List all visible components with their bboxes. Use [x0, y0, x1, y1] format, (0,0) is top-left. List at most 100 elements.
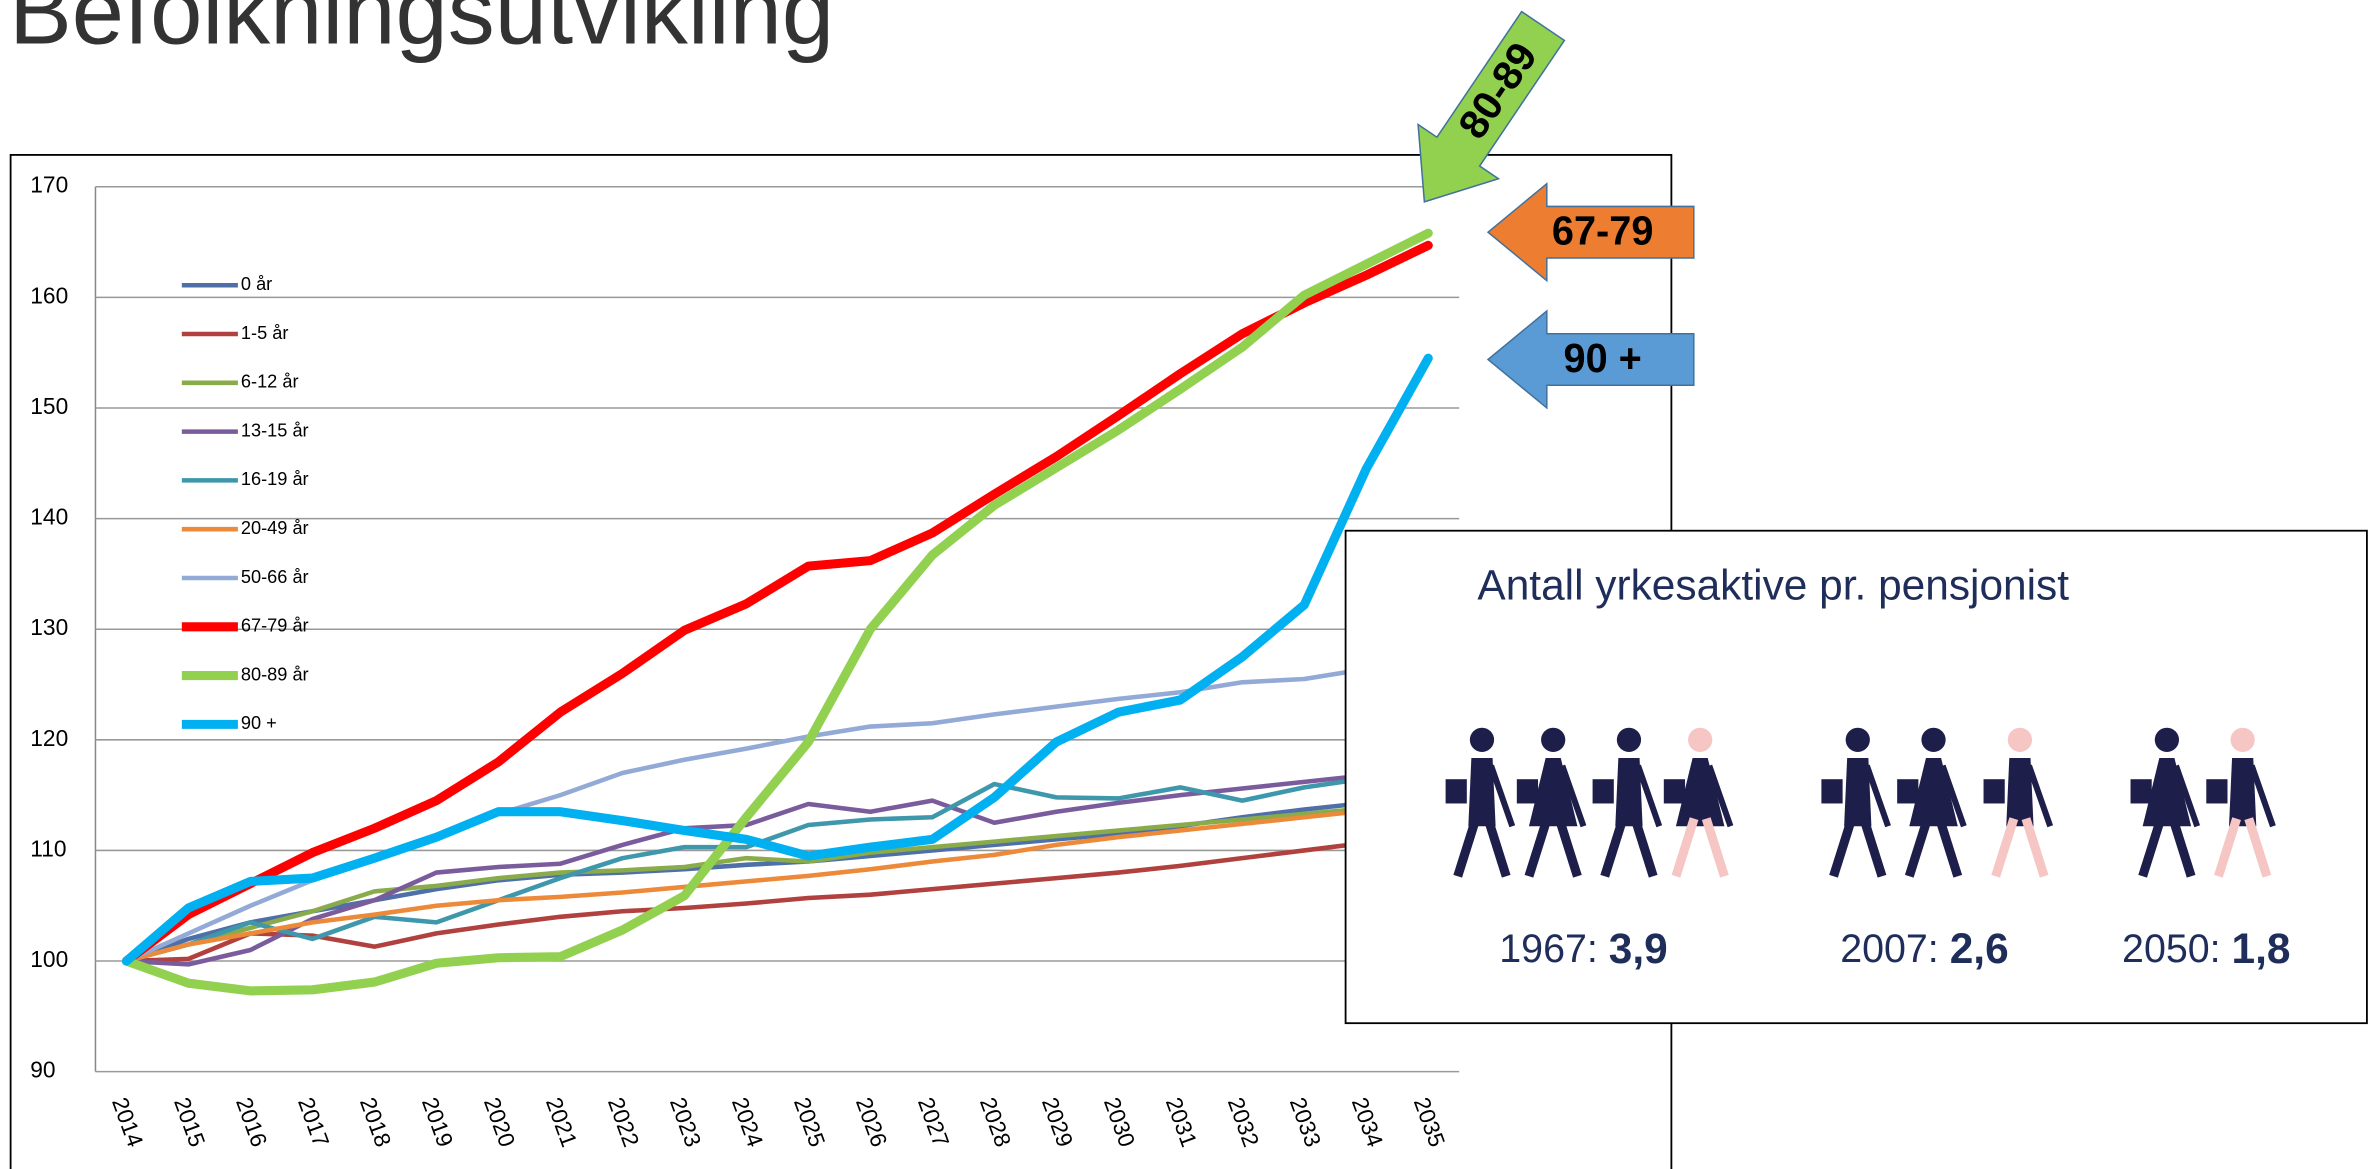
series-line — [121, 240, 1433, 966]
bag — [2206, 779, 2228, 804]
body — [2142, 758, 2192, 827]
leg — [1453, 817, 1481, 878]
arm — [2248, 764, 2276, 828]
bag — [1516, 779, 1539, 804]
bag — [1445, 779, 1467, 804]
leg — [2021, 817, 2049, 878]
head — [1616, 727, 1642, 752]
legend-label: 16-19 år — [241, 469, 309, 489]
head — [1688, 727, 1713, 752]
leg — [2244, 817, 2272, 878]
legend-label: 90 + — [241, 713, 277, 733]
inset-title: Antall yrkesaktive pr. pensjonist — [1477, 561, 2069, 608]
series-line — [121, 353, 1433, 966]
ratio-label: 1967: 3,9 — [1499, 925, 1667, 972]
series-line — [121, 228, 1433, 996]
arm — [1939, 764, 1967, 828]
head — [2154, 727, 2180, 752]
y-tick-label: 140 — [30, 504, 68, 530]
bag — [1663, 779, 1686, 804]
callout-arrow: 90 + — [1486, 309, 1695, 410]
bag — [1897, 779, 1919, 804]
legend-label: 6-12 år — [241, 372, 299, 392]
arm — [2026, 764, 2054, 828]
y-tick-label: 150 — [30, 393, 68, 419]
arrow-shape — [1486, 182, 1695, 283]
person-icon — [2206, 727, 2276, 878]
series-line — [124, 833, 1431, 964]
ratio-year: 2007: — [1840, 927, 1939, 971]
person-icon — [1983, 727, 2054, 878]
leg — [2214, 817, 2241, 878]
arm — [1488, 764, 1516, 828]
legend-label: 13-15 år — [241, 420, 309, 440]
legend-label: 67-79 år — [241, 616, 309, 636]
leg — [1935, 817, 1963, 878]
leg — [2168, 817, 2196, 878]
y-tick-label: 130 — [30, 614, 68, 640]
legend-label: 0 år — [241, 274, 272, 294]
y-tick-label: 170 — [30, 172, 68, 198]
leg — [1600, 817, 1628, 878]
series-line — [124, 800, 1431, 964]
y-tick-label: 100 — [30, 946, 68, 972]
y-tick-label: 120 — [30, 725, 68, 751]
ratio-label: 2007: 2,6 — [1840, 925, 2008, 972]
arrow-label: 90 + — [1564, 335, 1642, 381]
leg — [1524, 817, 1552, 878]
legend-label: 50-66 år — [241, 567, 309, 587]
head — [1469, 727, 1495, 752]
body — [1844, 758, 1872, 827]
leg — [1671, 817, 1699, 878]
person-icon — [1445, 727, 1516, 878]
leg — [2138, 817, 2166, 878]
arm — [1559, 764, 1587, 828]
arrow-shape — [1417, 10, 1566, 203]
body — [1675, 758, 1725, 827]
inset: Antall yrkesaktive pr. pensjonist 1967: … — [1344, 529, 2368, 1025]
ratio-value: 2,6 — [1950, 925, 2009, 972]
bag — [1821, 779, 1843, 804]
person-icon — [1897, 727, 1967, 878]
ratio-year: 2050: — [2122, 927, 2221, 971]
head — [2230, 727, 2255, 752]
leg — [1991, 817, 2019, 878]
legend-label: 80-89 år — [241, 664, 309, 684]
leg — [1904, 817, 1932, 878]
arrow-shape — [1486, 309, 1695, 410]
series-line — [124, 770, 1431, 964]
arrow-label: 67-79 — [1552, 208, 1653, 254]
y-tick-label: 160 — [30, 282, 68, 308]
body — [1528, 758, 1578, 827]
leg — [1554, 817, 1582, 878]
bag — [1592, 779, 1614, 804]
arm — [1706, 764, 1734, 828]
ratio-value: 3,9 — [1609, 925, 1668, 972]
head — [2007, 727, 2033, 752]
ratio-value: 1,8 — [2232, 925, 2291, 972]
person-icon — [1821, 727, 1891, 878]
body — [1909, 758, 1958, 827]
head — [1541, 727, 1566, 752]
person-icon — [1663, 727, 1734, 878]
leg — [1829, 817, 1857, 878]
head — [1921, 727, 1946, 752]
arm — [2173, 764, 2201, 828]
body — [2229, 758, 2257, 827]
head — [1845, 727, 1870, 752]
arm — [1635, 764, 1663, 828]
body — [2006, 758, 2034, 827]
person-icon — [1592, 727, 1663, 878]
ratio-year: 1967: — [1499, 927, 1598, 971]
arm — [1863, 764, 1891, 828]
legend-label: 1-5 år — [241, 323, 288, 343]
body — [1615, 758, 1643, 827]
person-icon — [1516, 727, 1587, 878]
callout-arrow: 67-79 — [1486, 182, 1695, 283]
person-icon — [2130, 727, 2201, 878]
y-tick-label: 90 — [30, 1057, 55, 1083]
slide-title: Befolkningsutvikling — [9, 0, 834, 63]
series-line — [124, 801, 1431, 964]
